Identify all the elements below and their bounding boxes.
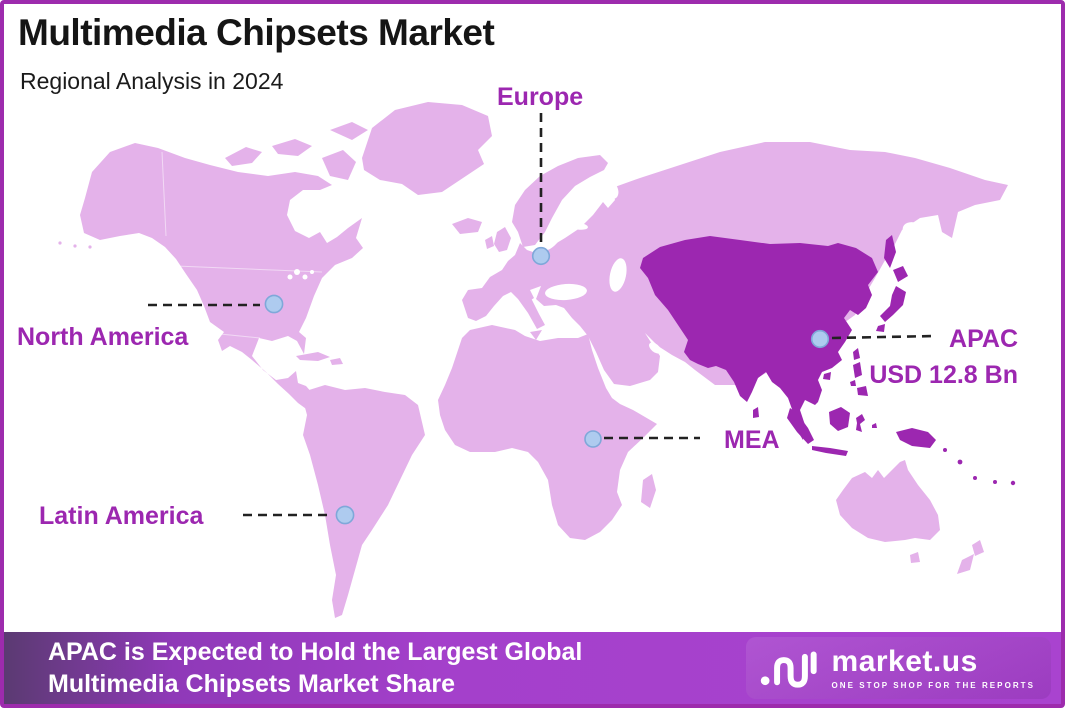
region-label-mea: MEA (724, 426, 780, 454)
marker-europe (531, 246, 551, 266)
leader-line-apac (831, 334, 937, 340)
marker-latin-america (335, 505, 355, 525)
marketus-logo-text: market.us ONE STOP SHOP FOR THE REPORTS (831, 644, 1035, 690)
region-south-america-shape (303, 385, 425, 618)
world-map (58, 102, 1016, 618)
region-label-apac: APAC USD 12.8 Bn (869, 325, 1018, 389)
region-label-apac-name: APAC (949, 325, 1018, 353)
region-scandinavia-shape (512, 155, 608, 247)
region-apac-shape (640, 236, 878, 440)
page-title: Multimedia Chipsets Market (18, 12, 495, 53)
region-australia-shape (836, 460, 940, 542)
banner-line-1: APAC is Expected to Hold the Largest Glo… (48, 638, 583, 666)
marketus-logo-tagline: ONE STOP SHOP FOR THE REPORTS (831, 680, 1035, 690)
light-regions (58, 102, 1008, 618)
marketus-logo: market.us ONE STOP SHOP FOR THE REPORTS (745, 637, 1051, 699)
banner-text: APAC is Expected to Hold the Largest Glo… (48, 636, 582, 700)
location-markers (264, 246, 830, 525)
sea-overlays (287, 181, 928, 354)
country-borders (161, 151, 323, 339)
bottom-banner: APAC is Expected to Hold the Largest Glo… (4, 632, 1061, 704)
region-label-north-america: North America (17, 323, 189, 351)
region-greenland-shape (362, 102, 492, 195)
region-africa-shape (438, 325, 657, 540)
region-label-latin-america: Latin America (39, 502, 204, 530)
region-value-apac: USD 12.8 Bn (869, 360, 1018, 389)
leader-lines (148, 113, 937, 517)
region-label-europe: Europe (497, 83, 584, 111)
marker-north-america (264, 294, 284, 314)
region-iceland-shape (452, 218, 482, 234)
marketus-logo-name: market.us (831, 644, 978, 678)
marker-mea (584, 430, 602, 448)
page-subtitle: Regional Analysis in 2024 (20, 68, 284, 94)
banner-line-2: Multimedia Chipsets Market Share (48, 670, 456, 698)
apac-highlight (640, 235, 1016, 486)
marketus-logo-icon (760, 651, 817, 688)
region-north-america-shape (80, 143, 363, 411)
marker-apac (810, 329, 830, 349)
